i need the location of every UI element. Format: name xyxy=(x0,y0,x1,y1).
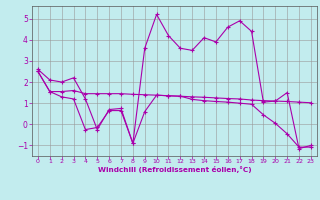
X-axis label: Windchill (Refroidissement éolien,°C): Windchill (Refroidissement éolien,°C) xyxy=(98,166,251,173)
